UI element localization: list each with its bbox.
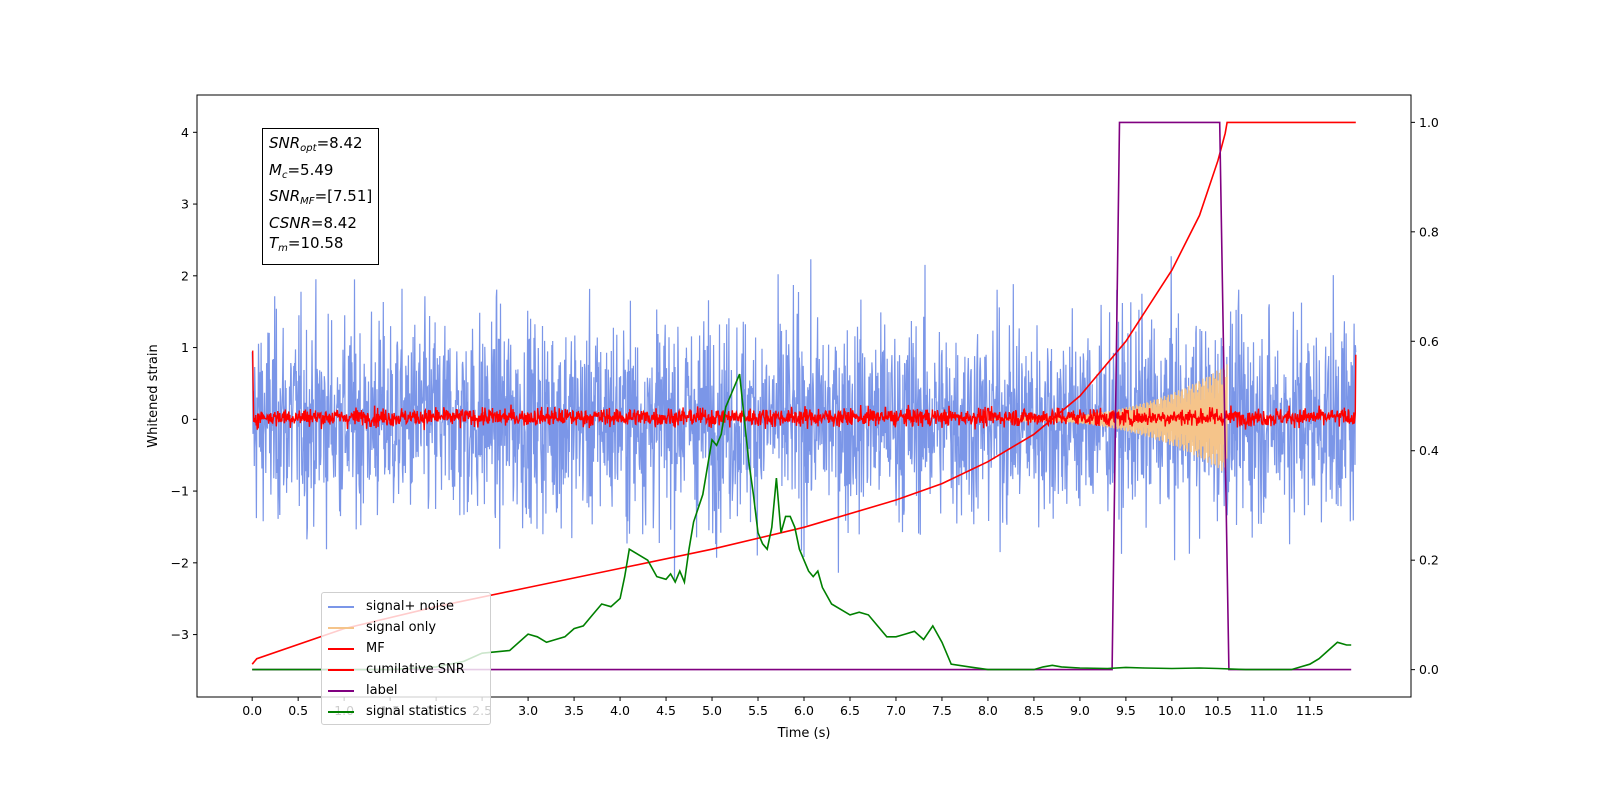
x-tick-label: 5.0 <box>702 703 722 718</box>
legend-swatch <box>328 605 354 608</box>
legend-item: cumilative SNR <box>328 659 484 680</box>
x-tick-label: 8.0 <box>978 703 998 718</box>
legend-label: signal+ noise <box>366 599 455 614</box>
y-right-tick-label: 1.0 <box>1419 115 1439 130</box>
y-axis-left: −3 −2 −1 0 1 2 3 4 <box>171 125 197 642</box>
legend-swatch <box>328 647 354 650</box>
x-tick-label: 7.0 <box>886 703 906 718</box>
info-box: SNRopt=8.42 Mc=5.49 SNRMF=[7.51] CSNR=8.… <box>262 128 380 265</box>
mf-line <box>252 350 1357 431</box>
x-tick-label: 11.0 <box>1250 703 1278 718</box>
signal-statistics-line <box>252 373 1352 671</box>
x-tick-label: 4.0 <box>610 703 630 718</box>
y-axis-label: Whitened strain <box>146 344 161 447</box>
x-tick-label: 7.5 <box>932 703 952 718</box>
legend-swatch <box>328 626 354 629</box>
x-tick-label: 8.5 <box>1024 703 1044 718</box>
chart-legend: signal+ noise signal only MF cumilative SNR… <box>321 592 491 725</box>
x-tick-label: 10.5 <box>1204 703 1232 718</box>
y-tick-label: −2 <box>171 555 189 570</box>
y-tick-label: 0 <box>181 412 189 427</box>
legend-label: signal only <box>366 620 437 635</box>
info-merger-time: Tm=10.58 <box>269 234 344 254</box>
y-tick-label: −1 <box>171 484 189 499</box>
x-tick-label: 3.0 <box>518 703 538 718</box>
y-right-tick-label: 0.4 <box>1419 443 1439 458</box>
mf-series <box>252 350 1357 431</box>
legend-item: label <box>328 680 484 701</box>
info-chirp-mass: Mc=5.49 <box>269 160 334 181</box>
x-tick-label: 11.5 <box>1296 703 1324 718</box>
x-tick-label: 10.0 <box>1158 703 1186 718</box>
x-tick-label: 0.0 <box>242 703 262 718</box>
y-right-tick-label: 0.6 <box>1419 334 1439 349</box>
x-tick-label: 9.0 <box>1070 703 1090 718</box>
legend-item: signal+ noise <box>328 596 484 617</box>
legend-swatch <box>328 668 354 671</box>
legend-swatch <box>328 689 354 692</box>
y-tick-label: 3 <box>181 197 189 212</box>
x-tick-label: 3.5 <box>564 703 584 718</box>
legend-label: cumilative SNR <box>366 662 465 677</box>
legend-swatch <box>328 710 354 713</box>
y-tick-label: 2 <box>181 268 189 283</box>
y-axis-right: 0.0 0.2 0.4 0.6 0.8 1.0 <box>1411 115 1439 677</box>
x-tick-label: 0.5 <box>288 703 308 718</box>
legend-label: label <box>366 683 398 698</box>
info-csnr: CSNR=8.42 <box>269 213 357 232</box>
x-tick-label: 9.5 <box>1116 703 1136 718</box>
y-right-tick-label: 0.8 <box>1419 224 1439 239</box>
y-right-tick-label: 0.0 <box>1419 662 1439 677</box>
y-right-tick-label: 0.2 <box>1419 553 1439 568</box>
x-tick-label: 5.5 <box>748 703 768 718</box>
y-tick-label: −3 <box>171 627 189 642</box>
legend-label: signal statistics <box>366 704 467 719</box>
x-tick-label: 6.0 <box>794 703 814 718</box>
legend-label: MF <box>366 641 385 656</box>
legend-item: signal statistics <box>328 701 484 722</box>
x-tick-label: 4.5 <box>656 703 676 718</box>
x-axis-label: Time (s) <box>777 726 831 741</box>
legend-item: signal only <box>328 617 484 638</box>
y-tick-label: 1 <box>181 340 189 355</box>
legend-item: MF <box>328 638 484 659</box>
info-snr-opt: SNRopt=8.42 <box>269 134 363 154</box>
y-tick-label: 4 <box>181 125 189 140</box>
x-tick-label: 6.5 <box>840 703 860 718</box>
info-snr-mf: SNRMF=[7.51] <box>269 187 373 207</box>
